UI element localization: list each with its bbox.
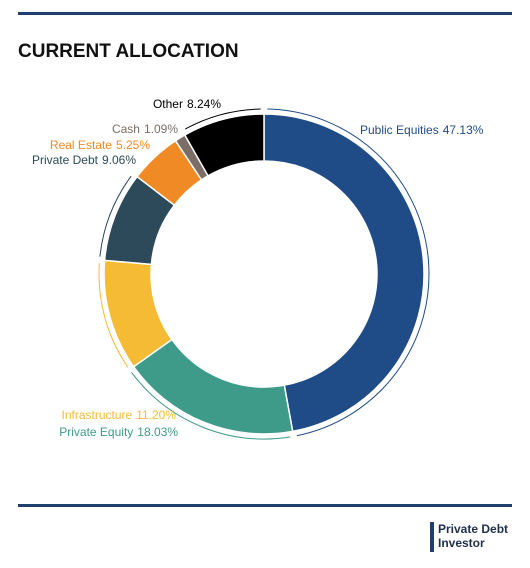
chart-title: CURRENT ALLOCATION — [18, 41, 239, 62]
donut-segment — [183, 113, 265, 177]
category-label: Other — [153, 97, 183, 111]
data-label: Cash 1.09% — [112, 122, 178, 136]
data-label: Private Equity 18.03% — [59, 425, 178, 439]
category-label: Private Debt — [32, 153, 99, 167]
data-label: Real Estate 5.25% — [50, 138, 150, 152]
bottom-rule — [18, 504, 512, 507]
category-label: Cash — [112, 122, 140, 136]
value-label: 18.03% — [137, 425, 178, 439]
data-label: Infrastructure 11.20% — [61, 408, 176, 422]
value-label: 9.06% — [102, 153, 136, 167]
leader-bracket — [99, 175, 132, 257]
value-label: 5.25% — [116, 138, 150, 152]
leader-bracket — [98, 263, 129, 368]
value-label: 47.13% — [443, 123, 484, 137]
logo-bar — [430, 522, 434, 552]
value-label: 8.24% — [187, 97, 221, 111]
value-label: 11.20% — [136, 408, 176, 422]
leader-bracket — [184, 108, 261, 130]
category-label: Private Equity — [59, 425, 133, 439]
data-label: Private Debt 9.06% — [32, 153, 136, 167]
data-label: Public Equities 47.13% — [360, 123, 484, 137]
leader-bracket — [267, 108, 430, 437]
category-label: Real Estate — [50, 138, 112, 152]
logo-text: Investor — [438, 536, 485, 550]
logo-text: Private Debt — [438, 522, 508, 536]
category-label: Public Equities — [360, 123, 439, 137]
category-label: Infrastructure — [61, 408, 132, 422]
leader-bracket — [131, 372, 291, 440]
top-rule — [18, 12, 512, 15]
donut-segment — [263, 113, 425, 433]
data-label: Other 8.24% — [153, 97, 221, 111]
value-label: 1.09% — [144, 122, 178, 136]
